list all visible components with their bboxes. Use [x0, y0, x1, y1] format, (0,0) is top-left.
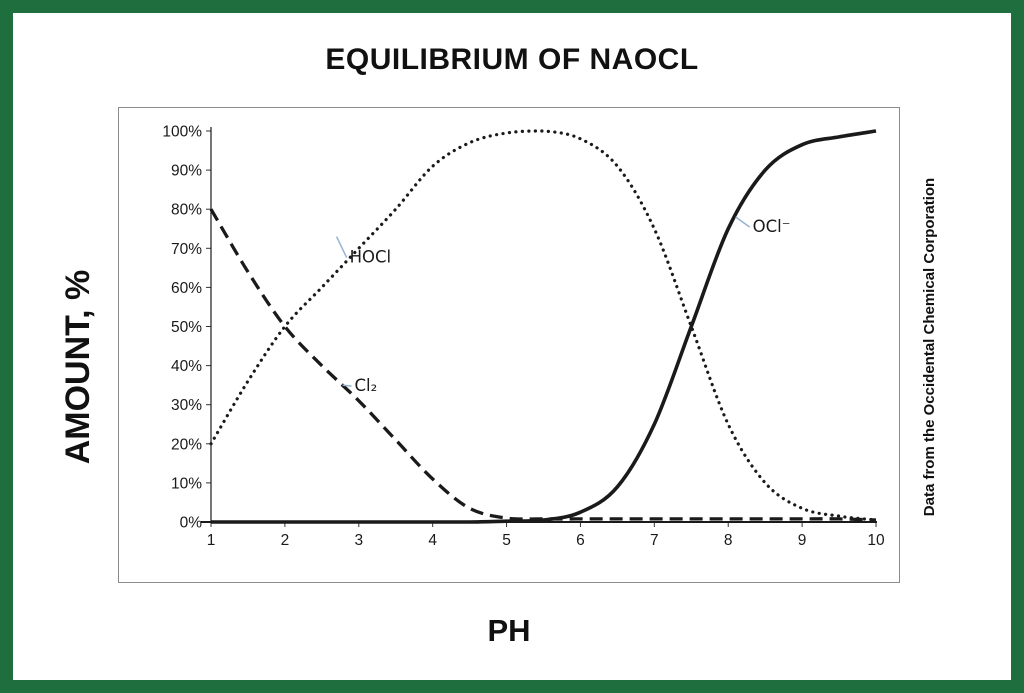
credit-note: Data from the Occidental Chemical Corpor… — [921, 177, 938, 517]
svg-text:30%: 30% — [171, 397, 202, 414]
svg-text:40%: 40% — [171, 358, 202, 375]
svg-text:20%: 20% — [171, 436, 202, 453]
chart-title: EQUILIBRIUM OF NAOCL — [325, 43, 699, 76]
svg-text:1: 1 — [207, 532, 216, 549]
svg-text:Cl₂: Cl₂ — [355, 376, 378, 395]
svg-text:6: 6 — [576, 532, 585, 549]
chart-frame: 0% 10% 20% 30% 40% 50% 60% 70% 80% 90% 100% 1 2 3 4 5 6 7… — [118, 107, 900, 583]
chart-canvas: EQUILIBRIUM OF NAOCL 0% 10% 20% 30% 40% 50% 60… — [13, 13, 1011, 680]
svg-text:90%: 90% — [171, 163, 202, 180]
svg-text:4: 4 — [428, 532, 437, 549]
svg-text:5: 5 — [502, 532, 511, 549]
y-axis-label: AMOUNT, % — [59, 269, 97, 465]
svg-text:0%: 0% — [180, 515, 203, 532]
equilibrium-chart: 0% 10% 20% 30% 40% 50% 60% 70% 80% 90% 100% 1 2 3 4 5 6 7… — [162, 124, 885, 550]
svg-text:3: 3 — [354, 532, 363, 549]
x-axis-label: PH — [487, 613, 531, 648]
svg-text:2: 2 — [281, 532, 290, 549]
svg-text:HOCl: HOCl — [350, 248, 392, 267]
svg-text:OCl⁻: OCl⁻ — [753, 217, 791, 236]
svg-text:10: 10 — [867, 532, 885, 549]
svg-text:9: 9 — [798, 532, 807, 549]
svg-text:60%: 60% — [171, 280, 202, 297]
svg-text:100%: 100% — [162, 124, 202, 141]
svg-text:80%: 80% — [171, 202, 202, 219]
svg-text:8: 8 — [724, 532, 733, 549]
svg-text:50%: 50% — [171, 319, 202, 336]
svg-text:70%: 70% — [171, 241, 202, 258]
svg-text:7: 7 — [650, 532, 659, 549]
svg-text:10%: 10% — [171, 475, 202, 492]
